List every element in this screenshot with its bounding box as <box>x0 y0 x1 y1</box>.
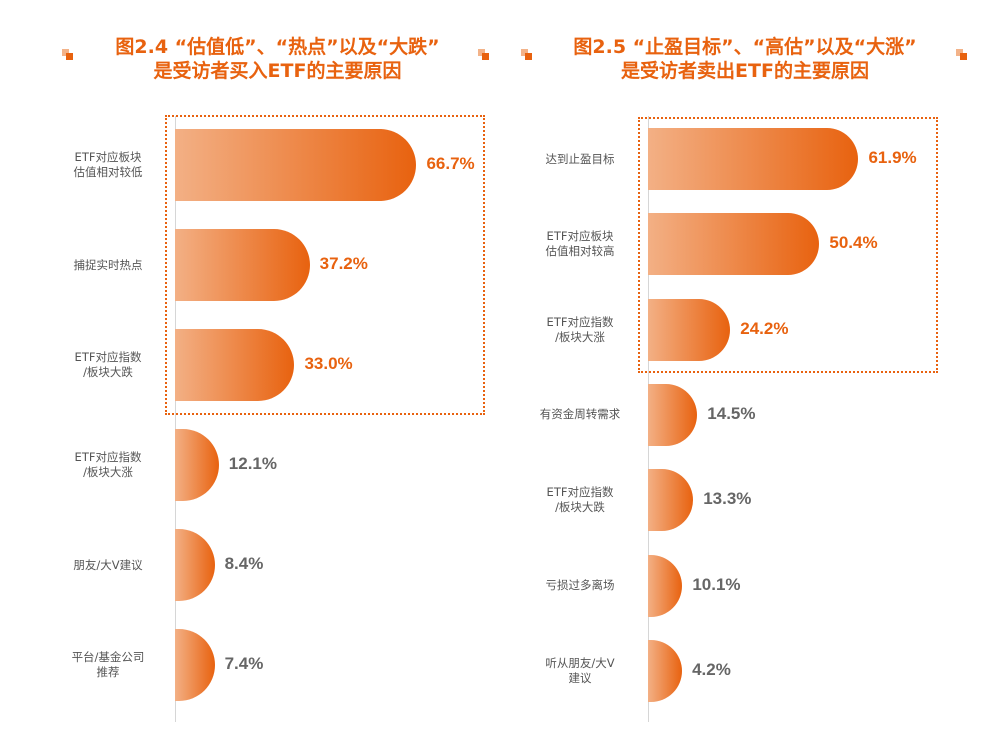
chart-left-category-label: ETF对应指数/板块大涨 <box>38 450 178 480</box>
chart-right-category-label-line: 达到止盈目标 <box>545 151 615 166</box>
chart-left-category-label: 朋友/大V建议 <box>38 558 178 573</box>
chart-left-value-label: 8.4% <box>224 554 264 573</box>
chart-right-category-label-line: 建议 <box>568 670 592 685</box>
chart-left-category-label-line: 平台/基金公司 <box>71 650 145 664</box>
chart-left-value-label: 7.4% <box>224 654 264 673</box>
chart-right-bar <box>648 383 698 446</box>
chart-right-bar <box>648 213 820 276</box>
chart-right-value-label: 14.5% <box>707 403 756 423</box>
chart-left-bar <box>175 529 215 601</box>
chart-left-category-label-line: 朋友/大V建议 <box>73 557 143 572</box>
chart-right-category-label-line: 有资金周转需求 <box>539 407 621 422</box>
chart-left-bar <box>175 229 310 301</box>
chart-left-bar <box>175 429 219 501</box>
chart-right-bar <box>648 469 694 532</box>
chart-right-value-label: 13.3% <box>703 489 752 509</box>
chart-right-title: 图2.5 “止盈目标”、“高估”以及“大涨” 是受访者卖出ETF的主要原因 <box>515 35 975 83</box>
chart-right-category-label-line: /板块大涨 <box>555 329 605 344</box>
chart-left-category-label-line: 推荐 <box>96 665 120 679</box>
chart-right-value-label: 24.2% <box>740 318 789 338</box>
chart-right-category-label-line: ETF对应指数 <box>546 485 614 500</box>
chart-right-category-label-line: /板块大跌 <box>555 500 605 515</box>
chart-left-category-label: ETF对应指数/板块大跌 <box>38 350 178 380</box>
chart-right-bar <box>648 554 683 617</box>
chart-right-bar <box>648 128 859 190</box>
chart-right-value-label: 61.9% <box>868 148 917 167</box>
chart-right-title-deco-left-icon <box>521 49 533 61</box>
chart-left-bar <box>175 629 215 701</box>
chart-right-bar <box>648 298 731 361</box>
chart-left-bar <box>175 329 295 401</box>
chart-left-highlight-box <box>165 115 485 415</box>
chart-left-category-label-line: ETF对应指数 <box>74 450 142 464</box>
chart-left-category-label-line: /板块大涨 <box>83 465 133 479</box>
chart-right-category-label: ETF对应指数/板块大涨 <box>510 315 650 345</box>
chart-left-category-label: ETF对应板块 估值相对较低 <box>38 150 178 180</box>
chart-right-category-label: ETF对应指数/板块大跌 <box>510 485 650 515</box>
chart-right-title-line-2: 是受访者卖出ETF的主要原因 <box>621 60 869 82</box>
chart-right-category-label: 亏损过多离场 <box>510 578 650 593</box>
chart-right-value-label: 4.2% <box>692 659 731 679</box>
chart-left-title: 图2.4 “估值低”、“热点”以及“大跌” 是受访者买入ETF的主要原因 <box>55 35 500 83</box>
chart-right-category-label-line: ETF对应板块 <box>546 229 614 244</box>
chart-right-value-label: 50.4% <box>829 233 878 253</box>
chart-left-bar <box>175 129 417 201</box>
chart-left-value-label: 12.1% <box>228 454 277 473</box>
chart-right-category-label: ETF对应板块 估值相对较高 <box>510 229 650 259</box>
chart-left-value-label: 33.0% <box>304 354 353 373</box>
chart-right-category-label-line: 估值相对较高 <box>545 244 615 259</box>
chart-right-category-label-line: 听从朋友/大V <box>545 655 615 670</box>
chart-right-category-label: 达到止盈目标 <box>510 152 650 167</box>
chart-left-category-label-line: 估值相对较低 <box>73 165 143 179</box>
chart-left-value-label: 37.2% <box>319 254 368 273</box>
chart-right-category-label-line: ETF对应指数 <box>546 314 614 329</box>
chart-left-title-deco-left-icon <box>62 49 74 61</box>
chart-left-title-deco-right-icon <box>478 49 490 61</box>
chart-left-category-label-line: ETF对应板块 <box>74 150 142 164</box>
chart-left-category-label: 平台/基金公司 推荐 <box>38 650 178 680</box>
chart-left-category-label-line: 捕捉实时热点 <box>73 257 143 272</box>
chart-right-category-label-line: 亏损过多离场 <box>545 578 615 592</box>
chart-right-title-line-1: 图2.5 “止盈目标”、“高估”以及“大涨” <box>573 36 917 58</box>
chart-left-axis-line <box>175 116 176 722</box>
chart-right-bar <box>648 639 683 702</box>
chart-left-value-label: 66.7% <box>426 154 475 173</box>
chart-left-category-label-line: ETF对应指数 <box>74 350 142 364</box>
chart-right-title-deco-right-icon <box>956 49 968 61</box>
chart-right-highlight-box <box>638 117 938 373</box>
chart-right-value-label: 10.1% <box>692 574 741 594</box>
chart-left-category-label-line: /板块大跌 <box>83 365 133 379</box>
chart-left-title-line-2: 是受访者买入ETF的主要原因 <box>153 60 402 82</box>
chart-right-category-label: 有资金周转需求 <box>510 407 650 422</box>
chart-left-title-line-1: 图2.4 “估值低”、“热点”以及“大跌” <box>115 36 440 58</box>
chart-left-category-label: 捕捉实时热点 <box>38 258 178 273</box>
chart-right-category-label: 听从朋友/大V 建议 <box>510 656 650 686</box>
